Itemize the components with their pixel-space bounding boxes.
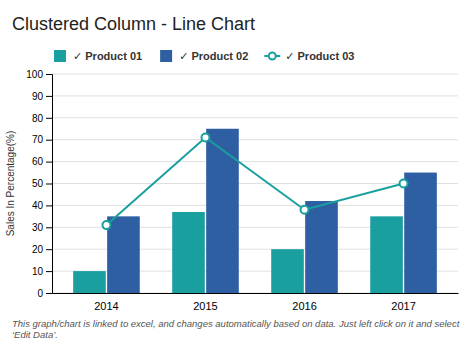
footer: This graph/chart is linked to excel, and… <box>12 318 460 340</box>
y-tick: 30 <box>32 222 52 233</box>
y-tick-mark <box>46 162 52 163</box>
title: Clustered Column - Line Chart <box>12 14 255 34</box>
x-tick: 2017 <box>391 300 415 312</box>
line-series <box>102 134 407 230</box>
y-tick: 20 <box>32 244 52 255</box>
grid-line <box>52 161 458 162</box>
y-tick: 90 <box>32 91 52 102</box>
legend-swatch <box>160 50 172 62</box>
y-axis-title: Sales In Percentage(%) <box>5 131 16 237</box>
y-tick-label: 100 <box>26 69 43 80</box>
x-tick-label: 2016 <box>292 300 316 312</box>
legend-marker <box>269 53 276 60</box>
y-tick: 60 <box>32 156 52 167</box>
y-tick-mark <box>46 184 52 185</box>
x-axis-line <box>53 293 459 294</box>
y-tick-mark <box>46 205 52 206</box>
bar <box>172 212 205 293</box>
legend: ✓ Product 01 ✓ Product 02 ✓ Product 03 <box>54 50 354 62</box>
bar <box>404 173 437 293</box>
marker <box>102 221 110 229</box>
x-axis: 2014 2015 2016 2017 <box>53 294 459 312</box>
marker <box>301 206 309 214</box>
y-axis: 0 10 20 30 40 50 60 70 80 90 100 <box>26 69 52 299</box>
y-tick-mark <box>46 293 52 294</box>
bar-series <box>107 129 437 293</box>
y-tick-label: 10 <box>32 266 44 277</box>
y-tick-label: 30 <box>32 222 44 233</box>
y-tick: 50 <box>32 178 52 189</box>
x-tick: 2016 <box>292 300 316 312</box>
y-tick-label: 90 <box>32 91 44 102</box>
y-tick: 70 <box>32 134 52 145</box>
legend-entry: ✓ Product 01 <box>54 50 142 62</box>
bar <box>206 129 239 293</box>
y-tick-mark <box>46 227 52 228</box>
grid-line <box>52 183 458 184</box>
bar <box>305 201 338 293</box>
y-axis-line <box>46 75 53 294</box>
y-tick-mark <box>46 271 52 272</box>
bar <box>370 216 403 293</box>
legend-entry: ✓ Product 02 <box>160 50 248 62</box>
bar <box>271 249 304 293</box>
y-tick-mark <box>46 249 52 250</box>
x-tick-label: 2015 <box>193 300 217 312</box>
legend-label: ✓ Product 02 <box>179 50 248 62</box>
chart: Clustered Column - Line Chart 0 10 20 30 40 50… <box>0 0 474 355</box>
marker <box>201 134 209 142</box>
y-tick-label: 0 <box>37 288 43 299</box>
y-tick-label: 60 <box>32 156 44 167</box>
y-tick-label: 20 <box>32 244 44 255</box>
y-tick: 0 <box>37 288 52 299</box>
line <box>106 138 403 226</box>
y-tick-label: 80 <box>32 113 44 124</box>
x-tick-label: 2014 <box>94 300 118 312</box>
y-tick-label: 40 <box>32 200 44 211</box>
grid-line <box>52 205 458 206</box>
legend-entry: ✓ Product 03 <box>264 50 354 62</box>
legend-label: ✓ Product 03 <box>285 50 354 62</box>
marks <box>73 129 437 293</box>
grid-line <box>52 74 458 75</box>
x-tick-label: 2017 <box>391 300 415 312</box>
y-tick-mark <box>46 140 52 141</box>
y-tick: 10 <box>32 266 52 277</box>
y-tick: 80 <box>32 113 52 124</box>
x-tick: 2015 <box>193 300 217 312</box>
y-tick-label: 50 <box>32 178 44 189</box>
grid-line <box>52 95 458 96</box>
marker <box>400 180 408 188</box>
plot-area: 0 10 20 30 40 50 60 70 80 90 100 2014 2015 2016 2017 <box>26 69 458 312</box>
y-tick-mark <box>46 74 52 75</box>
x-tick: 2014 <box>94 300 118 312</box>
y-tick-mark <box>46 118 52 119</box>
y-tick-mark <box>46 96 52 97</box>
legend-label: ✓ Product 01 <box>73 50 142 62</box>
bar <box>73 271 106 293</box>
y-tick-label: 70 <box>32 134 44 145</box>
grid <box>52 74 458 293</box>
legend-swatch <box>54 50 66 62</box>
grid-line <box>52 117 458 118</box>
y-tick: 100 <box>26 69 52 80</box>
grid-line <box>52 139 458 140</box>
bar <box>107 216 140 293</box>
y-tick: 40 <box>32 200 52 211</box>
